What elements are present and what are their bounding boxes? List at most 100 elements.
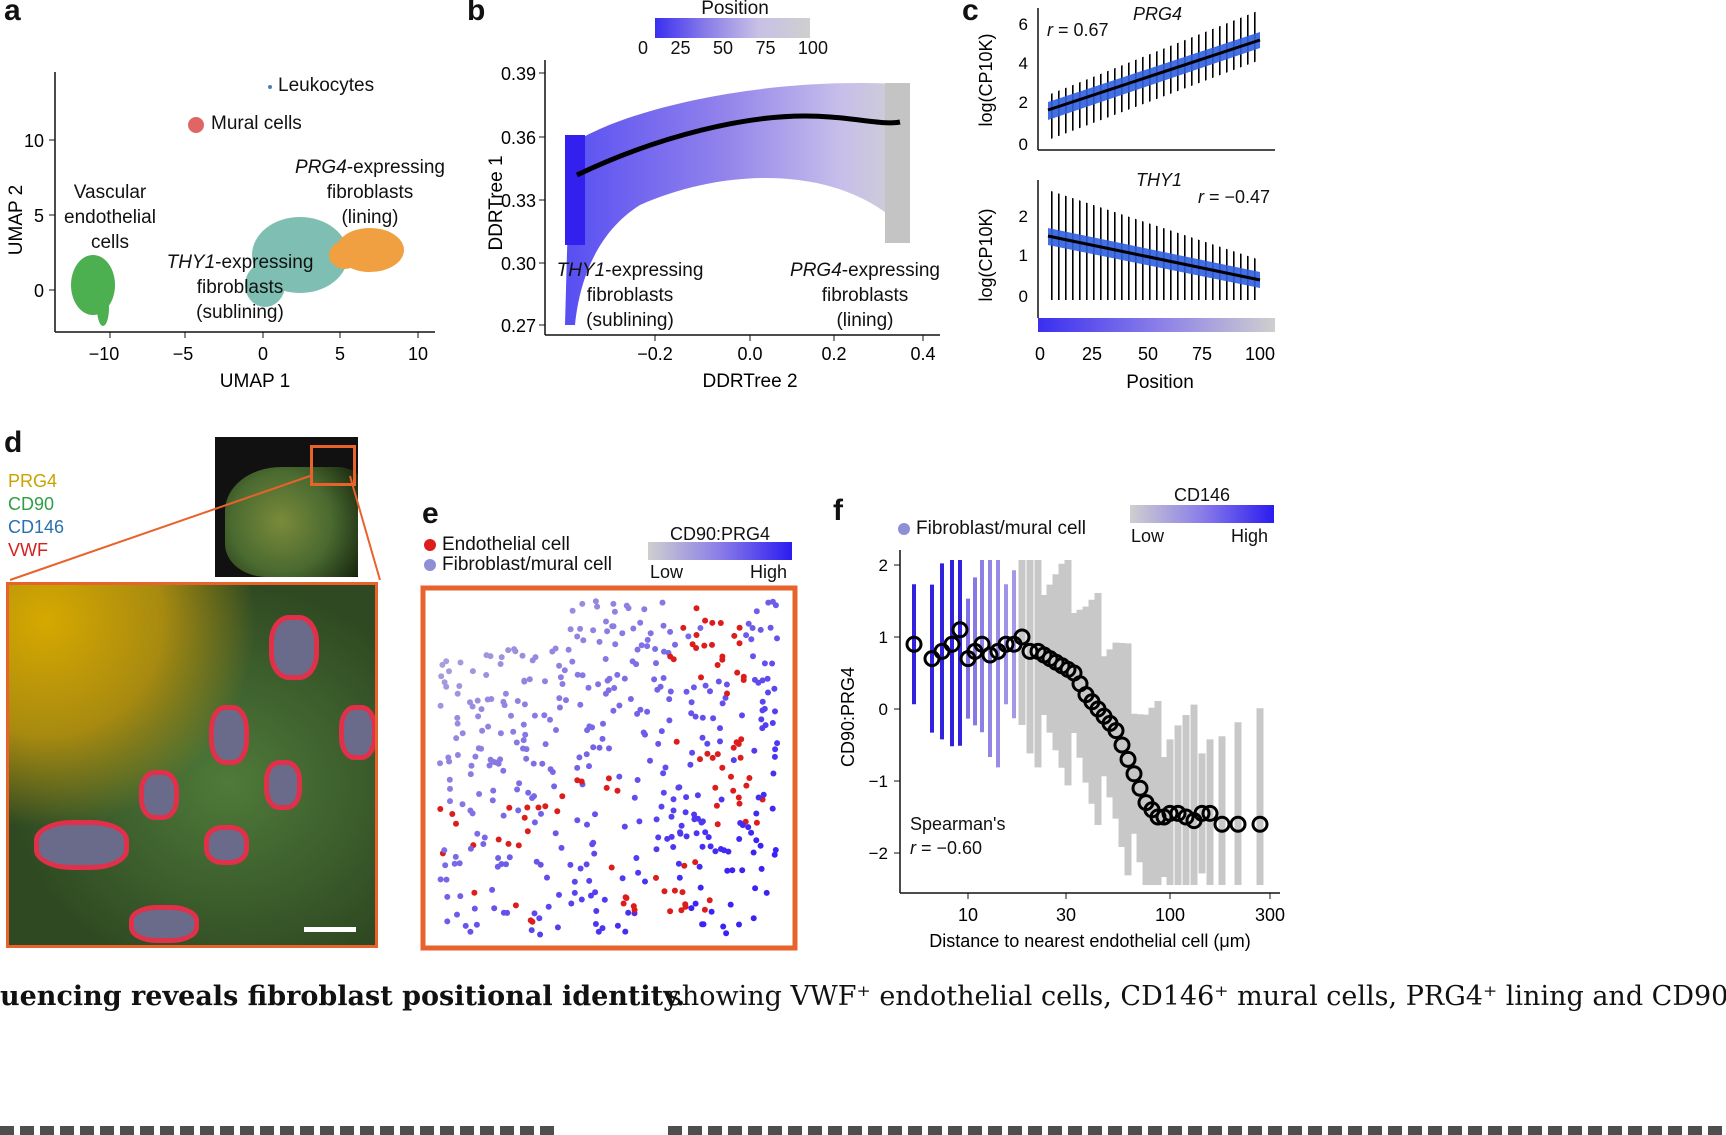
fibroblast-cell-dot xyxy=(475,745,482,752)
panel-a-umap: −10 −5 0 5 10 10 5 0 UMAP 1 UMAP 2 xyxy=(6,72,435,392)
fibroblast-cell-dot xyxy=(661,648,667,655)
label-b-thy1: THY1-expressing fibroblasts (sublining) xyxy=(556,260,704,331)
fibroblast-cell-dot xyxy=(438,673,445,680)
endothelial-cell-dot xyxy=(693,632,700,638)
fibroblast-cell-dot xyxy=(717,738,723,745)
fibroblast-cell-dot xyxy=(602,656,609,662)
fibroblast-cell-dot xyxy=(762,722,769,729)
fibroblast-cell-dot xyxy=(761,660,768,667)
y-tick: 0 xyxy=(1019,287,1028,306)
colorbar-title-b: Position xyxy=(701,0,769,19)
endothelial-cell-dot xyxy=(731,632,738,639)
fibroblast-cell-dot xyxy=(490,787,497,794)
fibroblast-cell-dot xyxy=(683,833,690,840)
endothelial-cell-dot xyxy=(524,828,531,835)
panel-label-f: f xyxy=(833,494,843,527)
fibroblast-cell-dot xyxy=(508,712,514,719)
fibroblast-cell-dot xyxy=(603,618,609,625)
fibroblast-cell-dot xyxy=(751,747,758,754)
fibroblast-cell-dot xyxy=(442,862,449,869)
data-point xyxy=(997,635,1015,653)
fibroblast-cell-dot xyxy=(541,712,548,719)
fibroblast-cell-dot xyxy=(592,889,599,896)
fibroblast-cell-dot xyxy=(585,684,592,691)
colorbar-title-f: CD146 xyxy=(1173,485,1231,505)
fibroblast-cell-dot xyxy=(753,837,760,844)
fibroblast-cell-dot xyxy=(692,900,699,907)
fibroblast-cell-dot xyxy=(558,844,565,851)
endothelial-cell-dot xyxy=(679,889,686,896)
fibroblast-cell-dot xyxy=(641,606,648,613)
fibroblast-cell-dot xyxy=(537,931,544,938)
panel-label-c: c xyxy=(962,0,979,27)
fibroblast-cell-dot xyxy=(583,751,590,758)
fibroblast-cell-dot xyxy=(556,891,562,898)
y-tick: 0.33 xyxy=(501,191,536,211)
fibroblast-cell-dot xyxy=(451,860,458,867)
endothelial-cell-dot xyxy=(719,656,726,663)
fibroblast-cell-dot xyxy=(730,757,737,764)
x-tick: 100 xyxy=(1155,905,1185,925)
fibroblast-cell-dot xyxy=(634,777,641,783)
data-point xyxy=(1201,804,1219,822)
endothelial-cell-dot xyxy=(740,677,747,683)
marker-cd90: CD90 xyxy=(8,494,55,514)
fibroblast-cell-dot xyxy=(704,740,711,747)
endothelial-cell-dot xyxy=(661,888,668,895)
fibroblast-cell-dot xyxy=(610,707,617,714)
fibroblast-cell-dot xyxy=(682,809,689,816)
legend-fibroblast: Fibroblast/mural cell xyxy=(442,554,612,575)
fibroblast-cell-dot xyxy=(439,661,446,668)
fibroblast-cell-dot xyxy=(683,794,690,801)
fibroblast-cell-dot xyxy=(619,875,626,882)
endothelial-cell-dot xyxy=(671,887,678,894)
fibroblast-cell-dot xyxy=(476,791,483,797)
fibroblast-cell-dot xyxy=(441,847,448,854)
fibroblast-cell-dot xyxy=(675,860,682,867)
fibroblast-cell-dot xyxy=(699,734,706,741)
fibroblast-cell-dot xyxy=(500,767,507,774)
fibroblast-cell-dot xyxy=(487,756,494,763)
fibroblast-cell-dot xyxy=(630,625,637,632)
fibroblast-cell-dot xyxy=(699,843,706,850)
endothelial-cell-dot xyxy=(738,736,745,743)
fibroblast-cell-dot xyxy=(576,754,583,761)
endothelial-dot xyxy=(424,539,436,551)
data-point xyxy=(1177,808,1195,826)
fibroblast-cell-dot xyxy=(727,901,734,908)
endothelial-cell-dot xyxy=(453,820,459,827)
fibroblast-cell-dot xyxy=(531,819,538,826)
endothelial-cell-dot xyxy=(733,739,740,746)
endothelial-cell-dot xyxy=(702,617,709,624)
fibroblast-cell-dot xyxy=(513,739,520,746)
fibroblast-cell-dot xyxy=(596,638,603,645)
fibroblast-cell-dot xyxy=(723,930,730,937)
endothelial-cell-dot xyxy=(728,773,734,780)
fibroblast-cell-dot xyxy=(688,710,695,717)
fibroblast-cell-dot xyxy=(489,797,496,804)
endothelial-cell-dot xyxy=(714,751,721,758)
fibroblast-cell-dot xyxy=(689,749,696,756)
fibroblast-cell-dot xyxy=(579,672,586,679)
data-point xyxy=(1169,804,1187,822)
endothelial-cell-dot xyxy=(719,764,726,771)
scale-bar xyxy=(304,927,356,932)
endothelial-cell-dot xyxy=(608,864,615,871)
fibroblast-cell-dot xyxy=(510,728,517,735)
endothelial-cell-dot xyxy=(709,619,716,626)
fibroblast-cell-dot xyxy=(592,811,598,818)
data-point xyxy=(973,635,991,653)
fibroblast-cell-dot xyxy=(660,675,667,681)
data-point xyxy=(981,646,999,664)
fibroblast-cell-dot xyxy=(437,876,444,883)
fibroblast-cell-dot xyxy=(614,671,621,678)
endothelial-cell-dot xyxy=(681,862,688,869)
fibroblast-cell-dot xyxy=(688,905,695,912)
fibroblast-cell-dot xyxy=(664,835,671,842)
f-legend: Fibroblast/mural cell xyxy=(898,518,1086,540)
zoom-lines xyxy=(9,475,381,581)
fibroblast-cell-dot xyxy=(710,715,717,722)
fibroblast-cell-dot xyxy=(759,707,766,714)
fibroblast-cell-dot xyxy=(660,622,667,629)
endothelial-cell-dot xyxy=(730,787,737,794)
